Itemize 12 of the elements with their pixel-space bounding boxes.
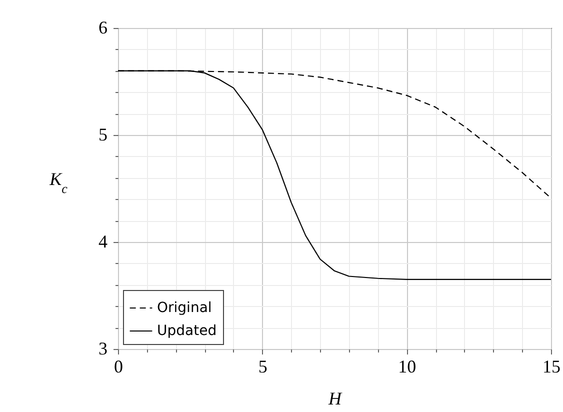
y-tick-label: 5 bbox=[98, 124, 108, 144]
legend-label: Updated bbox=[157, 323, 217, 339]
y-tick-label: 4 bbox=[98, 232, 108, 252]
x-tick-label: 0 bbox=[114, 356, 123, 376]
x-tick-label: 5 bbox=[258, 356, 268, 376]
x-tick-label: 10 bbox=[398, 356, 416, 376]
y-tick-label: 3 bbox=[98, 338, 108, 358]
y-tick-label: 6 bbox=[98, 18, 108, 38]
x-tick-label: 15 bbox=[542, 356, 560, 376]
legend-label: Original bbox=[157, 300, 212, 316]
y-axis-title: K$_{c}$ bbox=[48, 169, 68, 196]
x-axis-title: H bbox=[328, 388, 342, 408]
